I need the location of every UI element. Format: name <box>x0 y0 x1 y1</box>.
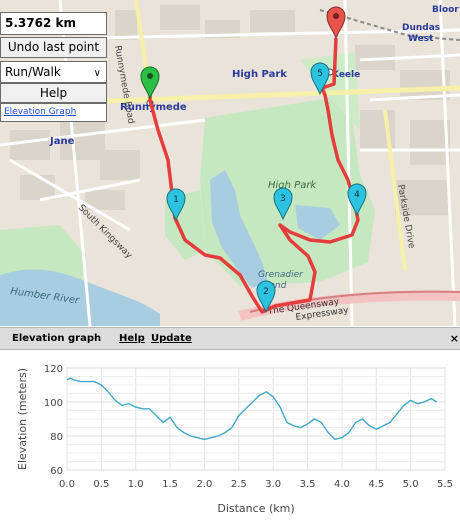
waypoint-marker-2[interactable]: 2 <box>256 280 276 314</box>
x-tick-labels: 0.0 0.5 1.0 1.5 2.0 2.5 3.0 3.5 4.0 4.5 5.0 5.5 <box>59 479 453 490</box>
pond-east <box>295 205 340 240</box>
y-axis-label: Elevation (meters) <box>16 368 29 470</box>
chart-grid <box>66 367 446 471</box>
x-tick-label: 3.0 <box>265 479 281 490</box>
waypoint-label-1: 1 <box>173 195 179 205</box>
x-tick-label: 0.5 <box>93 479 109 490</box>
start-marker[interactable] <box>140 66 160 100</box>
grenadier-pond <box>210 170 268 288</box>
panel-title: Elevation graph <box>12 333 102 344</box>
x-tick-label: 4.0 <box>334 479 350 490</box>
chevron-down-icon: ∨ <box>93 68 101 79</box>
elevation-series-line <box>66 377 438 441</box>
map-view[interactable]: Runnymede Road Runnymede Jane High Park … <box>0 0 460 326</box>
waypoint-label-2: 2 <box>263 287 269 297</box>
label-bloor: Bloor <box>432 5 459 15</box>
x-tick-label: 2.0 <box>197 479 213 490</box>
x-tick-label: 5.0 <box>403 479 419 490</box>
label-keele: Keele <box>332 70 360 80</box>
y-tick-label: 120 <box>44 364 63 375</box>
undo-last-point-button[interactable]: Undo last point <box>0 37 107 58</box>
mode-select-value: Run/Walk <box>5 65 61 79</box>
waypoint-label-4: 4 <box>354 190 360 200</box>
label-grenadier: Grenadier <box>258 270 304 280</box>
city-blocks <box>10 5 450 215</box>
x-tick-label: 4.5 <box>368 479 384 490</box>
waypoint-marker-3[interactable]: 3 <box>273 187 293 221</box>
waypoint-marker-4[interactable]: 4 <box>347 183 367 217</box>
label-west: West <box>408 34 434 44</box>
y-tick-label: 60 <box>50 466 63 477</box>
railway <box>319 9 460 41</box>
x-axis-label: Distance (km) <box>217 502 294 515</box>
help-button[interactable]: Help <box>0 83 107 103</box>
y-tick-label: 100 <box>44 398 63 409</box>
distance-display: 5.3762 km <box>0 12 107 35</box>
label-dundas: Dundas <box>402 23 440 33</box>
label-high-park-area: High Park <box>232 69 287 80</box>
close-icon[interactable]: × <box>449 332 459 345</box>
mode-select[interactable]: Run/Walk ∨ <box>0 61 107 83</box>
x-tick-label: 0.0 <box>59 479 75 490</box>
humber-river <box>0 269 160 326</box>
panel-help-link[interactable]: Help <box>119 333 145 344</box>
parkside-drive <box>383 109 407 271</box>
elevation-chart: 0.0 0.5 1.0 1.5 2.0 2.5 3.0 3.5 4.0 4.5 5.0 5.5 60 8… <box>16 364 453 515</box>
minor-roads <box>0 0 460 326</box>
label-high-park: High Park <box>268 180 317 191</box>
waypoint-label-5: 5 <box>317 69 323 79</box>
end-marker[interactable] <box>326 6 346 40</box>
x-tick-label: 5.5 <box>437 479 453 490</box>
waypoint-marker-5[interactable]: 5 <box>310 62 330 96</box>
label-jane: Jane <box>49 136 75 147</box>
elevation-graph-link[interactable]: Elevation Graph <box>0 103 107 122</box>
panel-update-link[interactable]: Update <box>151 333 192 344</box>
x-tick-label: 1.0 <box>128 479 144 490</box>
elevation-panel-header: Elevation graph Help Update × <box>0 327 460 350</box>
x-tick-label: 3.5 <box>300 479 316 490</box>
route-line <box>148 37 360 314</box>
y-tick-labels: 60 80 100 120 <box>44 364 63 477</box>
y-tick-label: 80 <box>50 432 63 443</box>
waypoint-marker-1[interactable]: 1 <box>166 188 186 222</box>
label-pond: Pond <box>264 281 287 291</box>
waypoint-label-3: 3 <box>280 194 286 204</box>
x-tick-label: 1.5 <box>162 479 178 490</box>
x-tick-label: 2.5 <box>231 479 247 490</box>
